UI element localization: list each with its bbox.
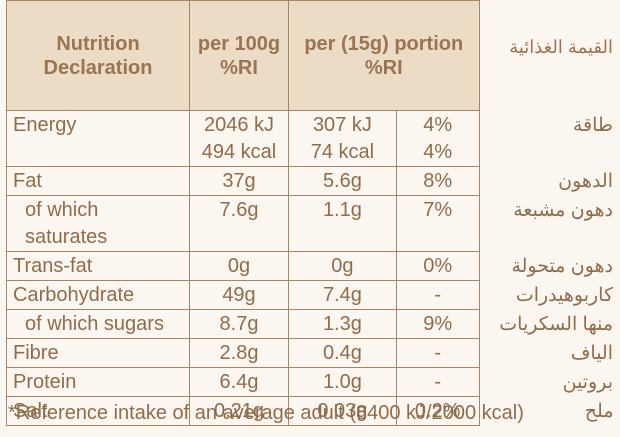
ri-value: 7% xyxy=(395,195,480,252)
ri-value: 4% 4% xyxy=(395,110,480,167)
nutrient-row: Carbohydrate 49g 7.4g - كاربوهيدرات xyxy=(6,280,620,310)
per-portion-value: 1.3g xyxy=(288,309,397,339)
per-100g-value: 0g xyxy=(189,251,289,281)
nutrient-label: Protein xyxy=(6,367,190,397)
per-100g-value: 0.21g xyxy=(189,396,289,426)
nutrient-label: of which saturates xyxy=(6,195,190,252)
header-per-100g: per 100g %RI xyxy=(189,0,289,111)
ri-value: 0.2% xyxy=(395,396,480,426)
per-portion-value-line: 74 kcal xyxy=(310,141,375,163)
per-portion-value: 7.4g xyxy=(288,280,397,310)
per-100g-value: 2046 kJ 494 kcal xyxy=(189,110,289,167)
nutrient-row: Salt 0.21g 0.03g 0.2% ملح xyxy=(6,396,620,426)
ri-value: 9% xyxy=(395,309,480,339)
header-arabic: القيمة الغذائية xyxy=(509,36,613,57)
per-100g-value-line: 2046 kJ xyxy=(203,114,275,136)
header-text: %RI xyxy=(364,56,403,79)
arabic-label: منها السكريات xyxy=(499,313,613,335)
per-portion-value-line: 307 kJ xyxy=(312,114,372,136)
per-100g-value: 7.6g xyxy=(189,195,289,252)
nutrient-row: Trans-fat 0g 0g 0% دهون متحولة xyxy=(6,251,620,281)
nutrient-row: Energy 2046 kJ 494 kcal 307 kJ 74 kcal 4% 4% طا… xyxy=(6,110,620,167)
nutrient-label: Salt xyxy=(6,396,190,426)
nutrient-row: of which saturates 7.6g 1.1g 7% دهون مشبعة xyxy=(6,195,620,252)
ri-value: 0% xyxy=(395,251,480,281)
ri-value: - xyxy=(395,280,480,310)
nutrient-label: Fat xyxy=(6,166,190,196)
footnote: *Reference intake of an average adult (8… xyxy=(8,402,524,424)
per-portion-value: 307 kJ 74 kcal xyxy=(288,110,397,167)
arabic-label: طاقة xyxy=(572,114,613,136)
header-text: per (15g) portion xyxy=(304,32,464,55)
arabic-label: كاربوهيدرات xyxy=(515,284,613,306)
per-portion-value: 1.1g xyxy=(288,195,397,252)
ri-value-line: 4% xyxy=(423,114,453,136)
arabic-label: ملح xyxy=(584,400,614,422)
header-per-portion: per (15g) portion %RI xyxy=(288,0,480,111)
nutrient-row: Protein 6.4g 1.0g - بروتين xyxy=(6,367,620,397)
ri-value-line: 4% xyxy=(423,141,453,163)
ri-value: - xyxy=(395,367,480,397)
per-portion-value: 1.0g xyxy=(288,367,397,397)
per-portion-value: 0.03g xyxy=(288,396,397,426)
nutrient-row: of which sugars 8.7g 1.3g 9% منها السكريات xyxy=(6,309,620,339)
nutrient-label: Trans-fat xyxy=(6,251,190,281)
per-100g-value-line: 494 kcal xyxy=(201,141,277,163)
nutrient-label: of which sugars xyxy=(6,309,190,339)
header-text: per 100g xyxy=(197,32,281,55)
per-100g-value: 37g xyxy=(189,166,289,196)
nutrient-row: Fibre 2.8g 0.4g - الياف xyxy=(6,338,620,368)
arabic-label: الياف xyxy=(570,342,613,364)
per-100g-value: 8.7g xyxy=(189,309,289,339)
arabic-label: بروتين xyxy=(562,371,613,393)
per-portion-value: 5.6g xyxy=(288,166,397,196)
table-body: Energy 2046 kJ 494 kcal 307 kJ 74 kcal 4% 4% طا… xyxy=(6,110,620,426)
per-portion-value: 0.4g xyxy=(288,338,397,368)
per-100g-value: 6.4g xyxy=(189,367,289,397)
header-nutrient: Nutrition Declaration xyxy=(6,0,190,111)
header-text: %RI xyxy=(220,56,258,79)
arabic-label: دهون مشبعة xyxy=(513,199,613,221)
per-100g-value: 2.8g xyxy=(189,338,289,368)
header-row: Nutrition Declaration per 100g %RI per (1… xyxy=(6,0,620,111)
arabic-label: الدهون xyxy=(558,170,613,192)
per-100g-value: 49g xyxy=(189,280,289,310)
ri-value: 8% xyxy=(395,166,480,196)
nutrient-row: Fat 37g 5.6g 8% الدهون xyxy=(6,166,620,196)
nutrient-label: Carbohydrate xyxy=(6,280,190,310)
per-portion-value: 0g xyxy=(288,251,397,281)
nutrient-label: Energy xyxy=(6,110,190,167)
nutrient-label: Fibre xyxy=(6,338,190,368)
nutrition-table: Nutrition Declaration per 100g %RI per (1… xyxy=(6,0,620,426)
arabic-label: دهون متحولة xyxy=(511,255,614,277)
ri-value: - xyxy=(395,338,480,368)
